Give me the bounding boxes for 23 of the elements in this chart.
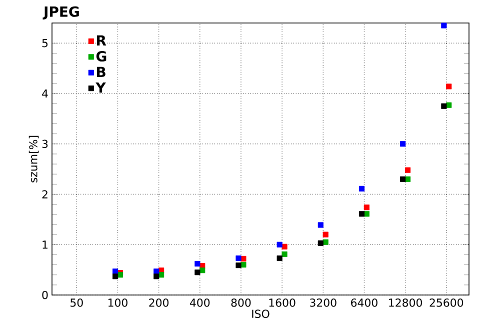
x-tick-label: 800 bbox=[231, 298, 251, 307]
legend-label: B bbox=[97, 66, 106, 77]
y-tick-label: 0 bbox=[42, 290, 48, 300]
x-axis-title: ISO bbox=[252, 310, 270, 318]
y-tick-label: 4 bbox=[42, 90, 48, 98]
x-tick-label: 100 bbox=[108, 298, 128, 307]
y-tick-label: 3 bbox=[42, 140, 48, 148]
y-tick-label: 5 bbox=[42, 39, 48, 48]
legend-label: R bbox=[97, 35, 106, 46]
x-tick-label: 6400 bbox=[351, 298, 378, 307]
y-tick-label: 2 bbox=[42, 190, 48, 198]
legend-label: Y bbox=[96, 82, 106, 93]
y-tick-label: 1 bbox=[42, 240, 48, 249]
x-tick-label: 3200 bbox=[310, 298, 336, 307]
chart-title: JPEG bbox=[42, 6, 79, 20]
y-axis-title: szum[%] bbox=[28, 136, 39, 182]
x-tick-label: 1600 bbox=[269, 298, 296, 307]
legend-label: G bbox=[96, 50, 106, 62]
x-tick-label: 200 bbox=[149, 298, 169, 307]
x-tick-label: 400 bbox=[190, 298, 210, 307]
x-tick-label: 12800 bbox=[389, 298, 422, 307]
x-tick-label: 25600 bbox=[430, 298, 464, 307]
x-tick-label: 50 bbox=[70, 298, 83, 307]
